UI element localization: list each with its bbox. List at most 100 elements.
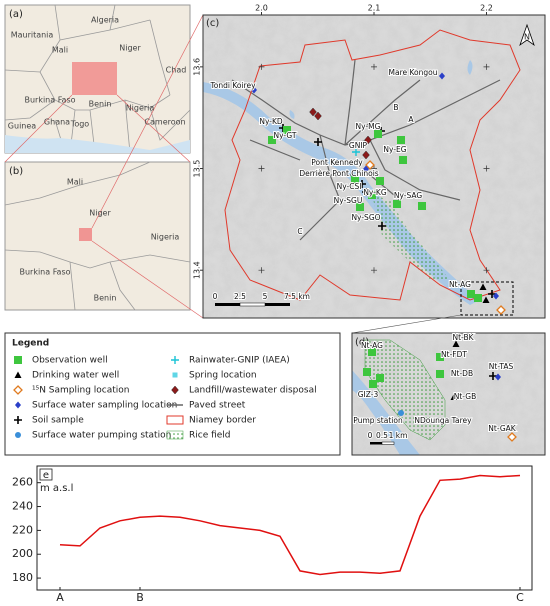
landfill [309, 107, 317, 117]
legend-label: Soil sample [32, 416, 84, 426]
y-axis-label: m a.s.l [40, 483, 73, 494]
x-tick-label: 2.1 [368, 4, 381, 13]
highlight [72, 62, 117, 95]
legend-symbol [14, 416, 22, 424]
place-label: Ny-MG [356, 122, 381, 131]
grid-cross [258, 63, 265, 70]
observation-well [374, 130, 382, 138]
inset-box [460, 281, 514, 316]
legend-label: Paved street [189, 401, 246, 411]
x-tick-label: 2.0 [255, 4, 268, 13]
legend-symbol [166, 415, 184, 425]
observation-well [376, 177, 384, 185]
panel-label: (d) [355, 337, 369, 348]
grid-cross [258, 267, 265, 274]
y-tick-label: 240 [12, 500, 33, 513]
observation-well [436, 370, 444, 378]
observation-well [368, 348, 376, 356]
soil-sample [489, 372, 497, 380]
place-label: Ny-EG [383, 145, 406, 154]
legend-label: Surface water pumping station [32, 431, 171, 441]
legend-symbol [14, 356, 22, 364]
observation-well [397, 136, 405, 144]
borders [4, 4, 191, 154]
legend-label: Spring location [189, 371, 257, 381]
country-label: Benin [94, 294, 117, 303]
north-label: N [524, 33, 530, 42]
observation-well [474, 294, 482, 302]
legend-label: Surface water sampling location [32, 401, 177, 411]
grid-cross [483, 63, 490, 70]
highlight [79, 228, 92, 241]
place-label: Nt-TAS [489, 362, 514, 371]
landfill [314, 111, 322, 121]
place-label: Ny-CSI [337, 182, 362, 191]
grid-cross [483, 267, 490, 274]
scale-label: 0 [213, 292, 218, 301]
n15-location [496, 305, 506, 315]
place-label: Nt-GAK [488, 424, 516, 433]
observation-well [283, 126, 291, 134]
drinking-water-well [482, 296, 490, 303]
country-label: Burkina Faso [19, 268, 70, 277]
surface-water-sample [495, 373, 501, 381]
soil-sample [378, 222, 386, 230]
place-label: Nt-BK [452, 333, 474, 342]
place-label: Tondi Koirey [209, 81, 256, 90]
panel-label: (c) [206, 18, 219, 29]
surface-water-sample [493, 292, 499, 300]
observation-well [376, 374, 384, 382]
profile-panel: e m a.s.l [36, 465, 533, 591]
surface-water-sample [251, 86, 257, 94]
legend-symbol [15, 432, 21, 438]
y-tick-label: 180 [12, 571, 33, 584]
place-label: A [408, 115, 414, 124]
observation-well [418, 202, 426, 210]
paved-street [231, 59, 501, 241]
profile-point: A [56, 591, 64, 604]
place-label: Nt-AG [361, 341, 383, 350]
place-label: Nt-GB [454, 392, 477, 401]
scale-label: 1 km [389, 431, 408, 440]
place-label: Pump station [353, 416, 403, 425]
surface-water-sample [439, 72, 445, 80]
profile-point: C [516, 591, 524, 604]
grid-cross [371, 165, 377, 172]
n15-location [365, 160, 375, 170]
observation-well [268, 136, 276, 144]
soil-sample [358, 180, 366, 188]
landfill [362, 150, 370, 160]
place-label: C [297, 227, 302, 236]
country-label: Togo [70, 120, 90, 129]
grid-cross [258, 165, 265, 172]
y-tick-label: 220 [12, 523, 33, 536]
elevation-line [59, 474, 521, 576]
panel-b: (b) [4, 161, 191, 311]
legend-label: ¹⁵N Sampling location [32, 386, 130, 396]
legend-label: Rice field [189, 431, 231, 441]
soil-sample [314, 138, 322, 146]
panel-a: (a) [4, 4, 191, 154]
place-label: GNIP [349, 141, 368, 150]
observation-well [467, 290, 475, 298]
borders [4, 161, 191, 311]
drinking-water-well [479, 283, 487, 290]
grid-cross [483, 165, 490, 172]
panel-label: (b) [9, 166, 23, 177]
observation-well [399, 156, 407, 164]
legend-symbol [15, 401, 21, 409]
country-label: Mali [52, 46, 68, 55]
observation-well [369, 380, 377, 388]
legend-label: Rainwater-GNIP (IAEA) [189, 356, 290, 366]
y-tick-label: 200 [12, 547, 33, 560]
place-label: Ny-SGU [334, 196, 363, 205]
north-arrow [519, 23, 535, 47]
grid-cross [371, 267, 377, 274]
place-label: Nt-FDT [441, 350, 467, 359]
place-label: Pont Kennedy [311, 158, 363, 167]
surface-water-sample [363, 165, 369, 173]
observation-well [436, 353, 444, 361]
legend-symbol [171, 385, 179, 395]
landfill [364, 135, 372, 145]
scale-label: 7.5 km [284, 292, 310, 301]
